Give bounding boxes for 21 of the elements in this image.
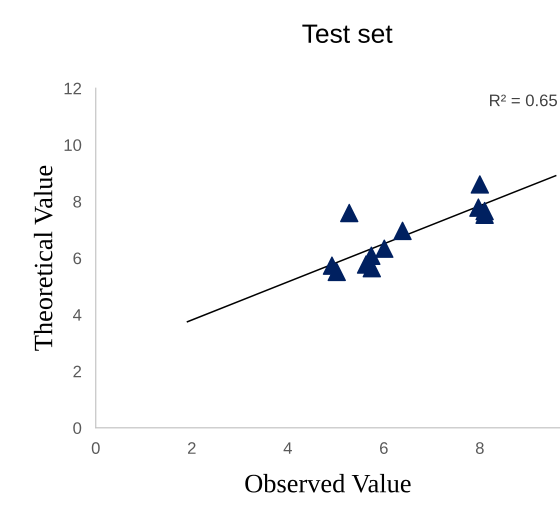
x-tick-label: 6 [380, 442, 388, 454]
x-tick-label: 8 [476, 442, 484, 454]
point [328, 262, 346, 282]
x-axis-title: Observed Value [245, 474, 411, 493]
y-tick-label: 8 [73, 196, 82, 208]
y-tick-label: 4 [72, 309, 82, 321]
annotation: R² = 0.65 [490, 94, 557, 106]
y-tick-label: 12 [64, 82, 82, 94]
y-tick-label: 6 [73, 252, 82, 264]
x-tick-label: 4 [284, 442, 292, 454]
x-tick-label: 0 [92, 442, 100, 454]
y-tick-label: 0 [73, 422, 82, 434]
point [340, 204, 358, 222]
y-tick-label: 10 [64, 139, 82, 152]
x-tick-label: 2 [188, 442, 196, 454]
point [375, 240, 394, 258]
y-tick-label: 2 [73, 366, 82, 378]
point [470, 175, 490, 194]
point [393, 222, 412, 240]
y-axis-title: Theoretical Value [34, 166, 53, 351]
chart-title: Test set [302, 24, 392, 43]
